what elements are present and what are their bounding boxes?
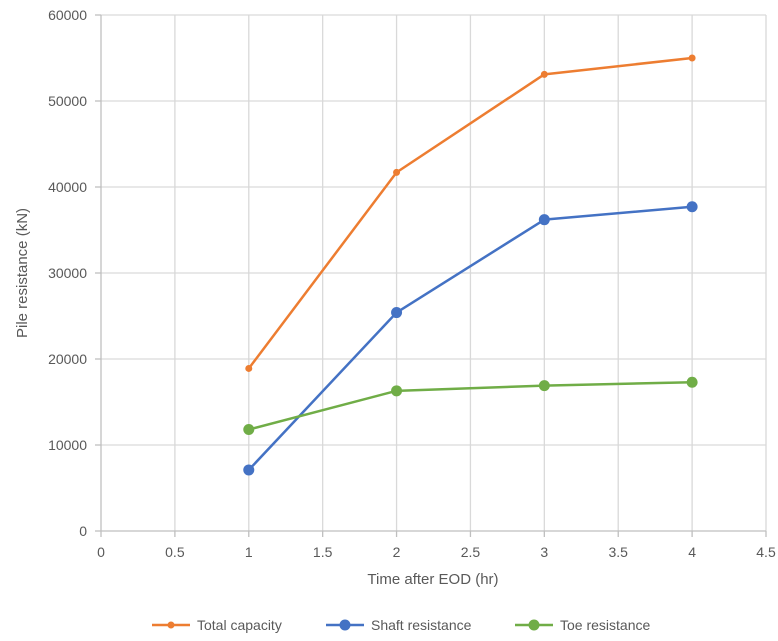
y-tick-label: 30000 [48,265,87,281]
x-tick-label: 3 [540,544,548,560]
data-point [688,54,696,62]
gridlines [101,14,767,531]
x-axis-title: Time after EOD (hr) [367,571,498,588]
series-0 [245,54,696,372]
x-tick-label: 4.5 [756,544,776,560]
x-tick-label: 4 [688,544,696,560]
data-series [243,54,698,476]
data-point [245,364,253,372]
legend: Total capacity Shaft resistance Toe resist… [152,617,650,633]
data-point [391,385,403,397]
x-tick-label: 3.5 [608,544,628,560]
data-point [538,214,550,226]
legend-item: Toe resistance [515,617,650,633]
x-tick-label: 0.5 [165,544,185,560]
data-point [538,380,550,392]
x-tick-label: 0 [97,544,105,560]
tick-labels: 0 10000 20000 30000 40000 50000 60000 0 0.5 1 1.5 2… [48,7,776,560]
series-line [247,205,693,471]
y-tick-label: 40000 [48,179,87,195]
axes [95,14,767,537]
x-tick-label: 2.5 [461,544,481,560]
data-point [243,464,255,476]
y-tick-label: 20000 [48,351,87,367]
x-tick-label: 1.5 [313,544,333,560]
legend-item: Shaft resistance [326,617,472,633]
legend-label: Total capacity [197,617,282,633]
legend-label: Toe resistance [560,617,650,633]
y-tick-label: 10000 [48,437,87,453]
y-tick-label: 0 [79,523,87,539]
x-tick-label: 1 [245,544,253,560]
axis-titles: Time after EOD (hr) Pile resistance (kN) [14,208,499,588]
legend-label: Shaft resistance [371,617,472,633]
legend-swatch-marker [167,621,175,629]
legend-swatch-marker [339,619,351,631]
legend-item: Total capacity [152,617,282,633]
series-1 [243,201,698,476]
series-line [247,56,693,370]
series-line [248,380,693,431]
data-point [540,70,548,78]
data-point [391,307,403,319]
data-point [686,201,698,213]
series-2 [243,376,698,436]
y-tick-label: 50000 [48,93,87,109]
legend-swatch-marker [528,619,540,631]
data-point [393,168,401,176]
x-tick-label: 2 [393,544,401,560]
y-axis-title: Pile resistance (kN) [14,208,31,338]
y-tick-label: 60000 [48,7,87,23]
data-point [686,376,698,388]
data-point [243,424,255,436]
